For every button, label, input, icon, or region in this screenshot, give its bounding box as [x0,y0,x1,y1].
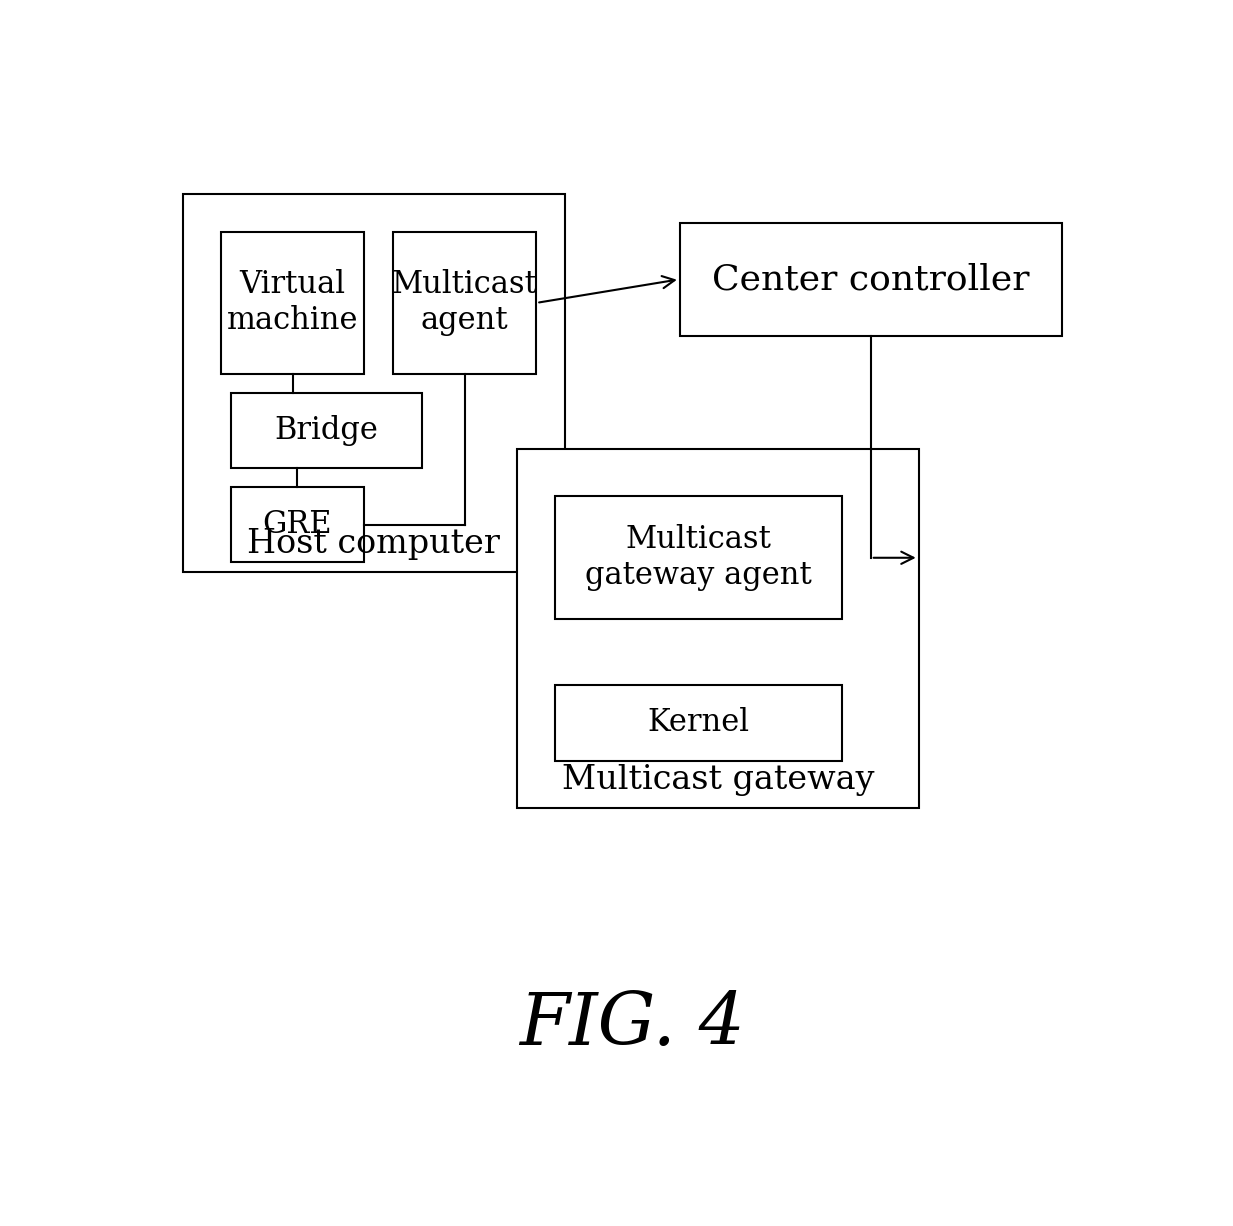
Text: FIG. 4: FIG. 4 [519,989,745,1060]
Bar [679,223,1062,336]
Text: Multicast
gateway agent: Multicast gateway agent [586,525,813,591]
Text: Multicast gateway: Multicast gateway [562,764,874,796]
Bar [393,232,536,374]
Bar [555,685,842,760]
Text: Center controller: Center controller [711,262,1030,297]
Text: Bridge: Bridge [274,414,379,446]
Text: GRE: GRE [263,509,332,541]
Text: Multicast
agent: Multicast agent [392,270,538,336]
Bar [518,449,919,808]
Bar [182,194,565,571]
Text: Virtual
machine: Virtual machine [227,270,359,336]
Text: Host computer: Host computer [248,527,501,559]
Bar [555,497,842,619]
Text: Kernel: Kernel [647,707,750,738]
Bar [231,487,365,563]
Bar [221,232,365,374]
Bar [231,392,422,468]
